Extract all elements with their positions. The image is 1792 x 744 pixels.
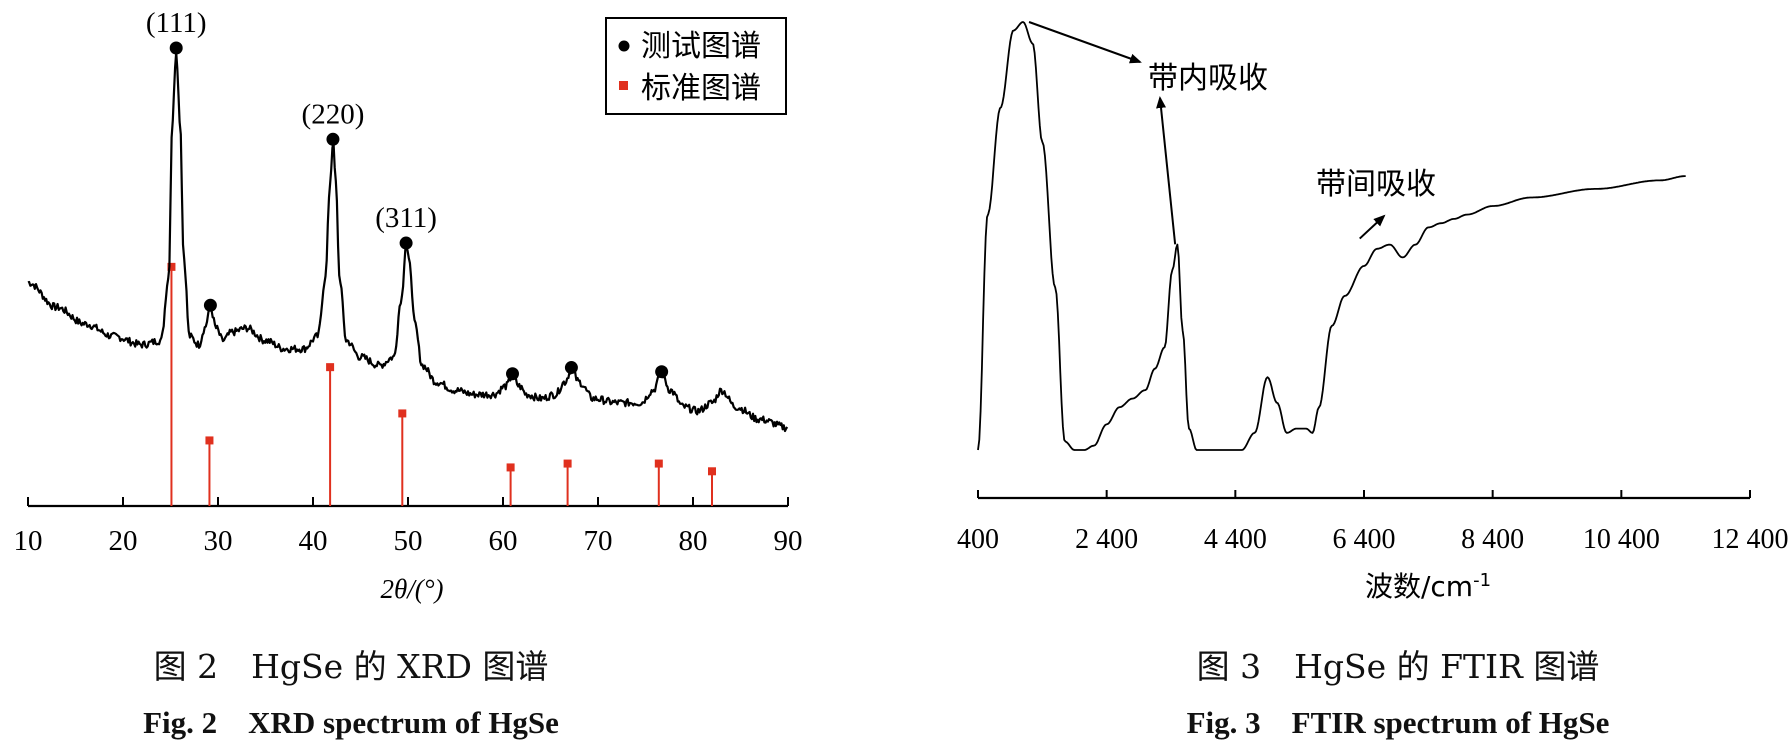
xrd-peak-label: (311) xyxy=(375,202,437,234)
xrd-x-axis xyxy=(27,497,789,508)
xrd-tick-label: 80 xyxy=(679,525,708,557)
fig3-caption-cn: 图 3 HgSe 的 FTIR 图谱 xyxy=(1196,647,1600,686)
xrd-peak-marker xyxy=(169,41,183,55)
ftir-chart: 400 2 400 4 400 6 400 8 400 10 400 12 400 波数/c… xyxy=(957,21,1789,603)
xrd-tick-label: 30 xyxy=(204,525,233,557)
legend-standard-marker xyxy=(619,81,628,90)
xrd-x-tick-labels: 10 20 30 40 50 60 70 80 90 xyxy=(14,525,803,557)
legend-test-label: 测试图谱 xyxy=(641,29,761,64)
xrd-standard-series xyxy=(167,262,716,506)
xrd-peak-marker xyxy=(399,236,413,250)
legend-box xyxy=(605,17,787,115)
xrd-peak-marker xyxy=(326,132,340,146)
xrd-tick-label: 70 xyxy=(584,525,613,557)
xrd-standard-marker xyxy=(326,363,335,372)
legend-standard-label: 标准图谱 xyxy=(641,71,761,106)
ftir-x-axis xyxy=(977,490,1751,500)
xrd-peak-marker xyxy=(203,298,217,312)
ftir-x-axis-label: 波数/cm-1 xyxy=(1365,570,1491,603)
xrd-standard-marker xyxy=(654,459,663,468)
xrd-peak-label: (111) xyxy=(146,7,207,39)
ftir-tick-label: 400 xyxy=(957,524,999,555)
xrd-standard-marker xyxy=(506,463,515,472)
xrd-peak-marker xyxy=(655,365,669,379)
legend-test-marker xyxy=(618,40,630,52)
xrd-standard-marker xyxy=(167,262,176,271)
xrd-peak-label: (220) xyxy=(302,98,365,130)
fig2-caption-cn: 图 2 HgSe 的 XRD 图谱 xyxy=(153,647,549,686)
ftir-annotation-intraband: 带内吸收 xyxy=(1148,61,1268,96)
ftir-tick-label: 12 400 xyxy=(1712,524,1789,555)
xrd-standard-marker xyxy=(563,459,572,468)
xrd-tick-label: 60 xyxy=(489,525,518,557)
ftir-tick-label: 6 400 xyxy=(1333,524,1396,555)
ftir-series-line xyxy=(977,21,1686,451)
xrd-standard-marker xyxy=(205,436,214,445)
ftir-tick-label: 2 400 xyxy=(1075,524,1138,555)
ftir-arrow-interband xyxy=(1359,214,1386,240)
ftir-tick-label: 8 400 xyxy=(1461,524,1524,555)
fig2-caption-en: Fig. 2 XRD spectrum of HgSe xyxy=(143,705,559,740)
ftir-tick-label: 4 400 xyxy=(1204,524,1267,555)
xrd-peak-markers xyxy=(169,41,669,381)
ftir-tick-label: 10 400 xyxy=(1583,524,1660,555)
ftir-arrow-intraband-2 xyxy=(1156,96,1177,245)
ftir-annotation-interband: 带间吸收 xyxy=(1316,167,1436,202)
xrd-tick-label: 40 xyxy=(299,525,328,557)
xrd-chart: 10 20 30 40 50 60 70 80 90 2θ/(°) (111) (220) (311… xyxy=(14,7,803,604)
ftir-x-tick-labels: 400 2 400 4 400 6 400 8 400 10 400 12 400 xyxy=(957,524,1789,555)
xrd-standard-marker xyxy=(398,409,407,418)
xrd-peak-labels: (111) (220) (311) xyxy=(146,7,437,234)
ftir-arrow-intraband-1 xyxy=(1028,21,1142,64)
xrd-x-axis-label: 2θ/(°) xyxy=(380,574,443,604)
xrd-peak-marker xyxy=(506,367,519,381)
xrd-standard-marker xyxy=(708,467,716,476)
xrd-peak-marker xyxy=(564,361,578,375)
xrd-tick-label: 20 xyxy=(109,525,138,557)
xrd-tick-label: 50 xyxy=(394,525,423,557)
xrd-tick-label: 90 xyxy=(774,525,803,557)
xrd-legend: 测试图谱 标准图谱 xyxy=(605,17,787,115)
fig3-caption-en: Fig. 3 FTIR spectrum of HgSe xyxy=(1186,705,1610,740)
xrd-tick-label: 10 xyxy=(14,525,43,557)
